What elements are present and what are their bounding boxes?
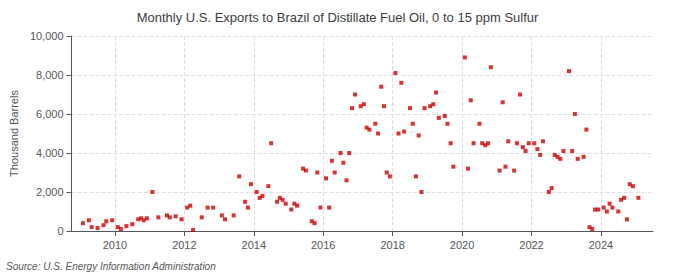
svg-text:2010: 2010 bbox=[103, 239, 127, 251]
svg-text:2024: 2024 bbox=[589, 239, 613, 251]
svg-text:4,000: 4,000 bbox=[36, 147, 64, 159]
svg-text:2012: 2012 bbox=[172, 239, 196, 251]
svg-text:Monthly U.S. Exports to Brazil: Monthly U.S. Exports to Brazil of Distil… bbox=[137, 10, 539, 25]
svg-text:Thousand Barrels: Thousand Barrels bbox=[8, 90, 20, 177]
svg-text:2020: 2020 bbox=[450, 239, 474, 251]
svg-text:8,000: 8,000 bbox=[36, 69, 64, 81]
svg-text:10,000: 10,000 bbox=[30, 30, 64, 42]
svg-text:2,000: 2,000 bbox=[36, 186, 64, 198]
svg-text:2022: 2022 bbox=[519, 239, 543, 251]
svg-text:Source: U.S. Energy Informatio: Source: U.S. Energy Information Administ… bbox=[6, 261, 216, 272]
svg-text:2016: 2016 bbox=[311, 239, 335, 251]
svg-text:2018: 2018 bbox=[380, 239, 404, 251]
svg-text:6,000: 6,000 bbox=[36, 108, 64, 120]
svg-text:2014: 2014 bbox=[242, 239, 266, 251]
svg-text:0: 0 bbox=[57, 225, 63, 237]
